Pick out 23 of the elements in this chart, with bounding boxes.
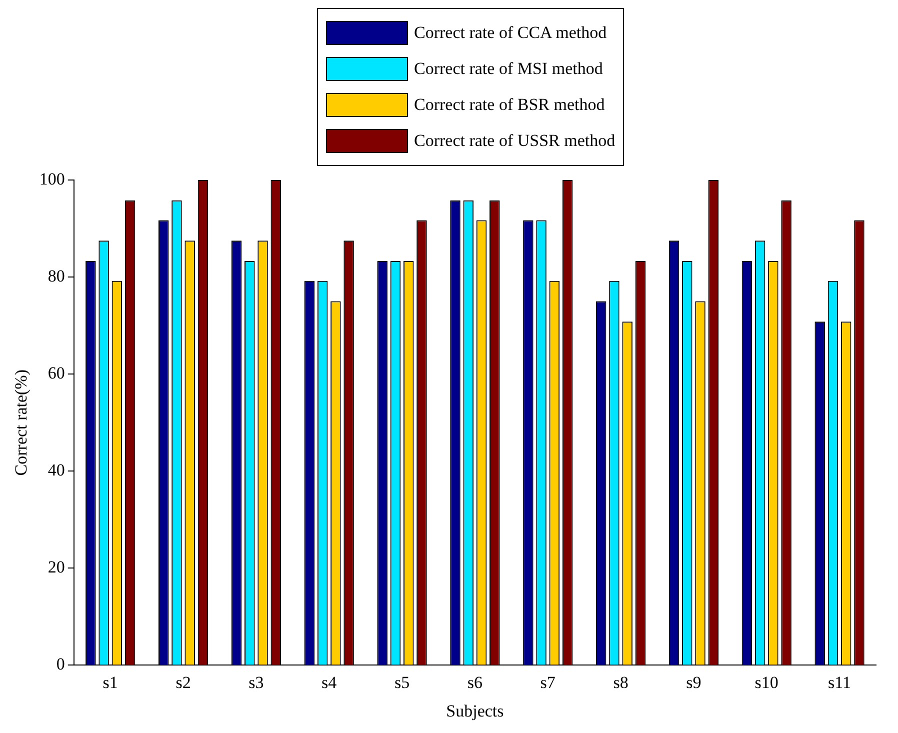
y-tick-label: 0 [56, 654, 65, 674]
legend-label: Correct rate of CCA method [414, 23, 607, 43]
x-tick-label: s8 [613, 672, 628, 692]
legend-label: Correct rate of MSI method [414, 59, 603, 79]
y-tick-label: 100 [39, 169, 65, 188]
y-axis-title: Correct rate(%) [12, 370, 31, 476]
x-tick-label: s3 [248, 672, 264, 692]
x-tick-label: s5 [394, 672, 410, 692]
x-tick-label: s9 [686, 672, 702, 692]
x-tick-label: s2 [176, 672, 191, 692]
x-tick-label: s4 [322, 672, 338, 692]
y-tick-label: 20 [48, 558, 65, 577]
legend-label: Correct rate of BSR method [414, 95, 605, 115]
legend-label: Correct rate of USSR method [414, 131, 616, 151]
x-tick-label: s1 [102, 672, 118, 692]
y-tick-label: 60 [48, 364, 65, 383]
y-tick-label: 80 [48, 266, 65, 286]
x-tick-label: s10 [754, 672, 778, 692]
y-tick-label: 40 [48, 460, 65, 480]
x-axis-title: Subjects [446, 701, 504, 720]
x-tick-label: s7 [540, 672, 556, 692]
x-tick-label: s6 [467, 672, 483, 692]
x-tick-label: s11 [828, 672, 852, 692]
